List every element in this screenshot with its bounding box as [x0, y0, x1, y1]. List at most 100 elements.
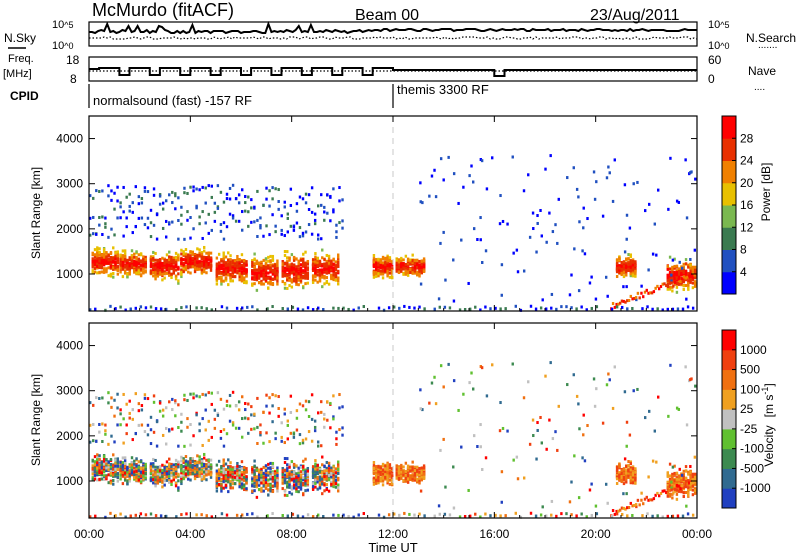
power-cell	[620, 268, 623, 272]
power-cell	[91, 252, 94, 256]
power-cell	[170, 272, 173, 276]
power-cell	[299, 258, 303, 262]
velocity-cell	[205, 464, 208, 468]
velocity-cell	[397, 477, 401, 481]
power-cell	[110, 227, 113, 231]
velocity-cell	[420, 469, 424, 473]
power-cell	[264, 278, 268, 282]
power-cell	[323, 268, 326, 272]
velocity-cell	[203, 456, 206, 460]
power-cell	[290, 278, 294, 282]
power-cell	[116, 265, 120, 269]
power-cell	[352, 308, 355, 312]
power-cell	[283, 234, 286, 238]
velocity-cell	[203, 452, 206, 456]
velocity-cell	[262, 465, 265, 469]
power-cell	[107, 235, 110, 239]
power-cell	[257, 261, 261, 265]
velocity-cell	[165, 478, 169, 482]
power-cell	[377, 263, 380, 267]
velocity-cell	[325, 469, 329, 473]
velocity-cell	[302, 482, 305, 486]
power-cell	[307, 207, 311, 211]
velocity-cell	[215, 471, 219, 475]
power-cell	[288, 284, 291, 288]
power-cell	[330, 267, 333, 271]
power-cell	[689, 257, 692, 261]
velocity-cell	[149, 464, 153, 468]
power-cell	[161, 226, 165, 230]
velocity-cell	[130, 463, 134, 467]
velocity-cell	[238, 476, 241, 480]
power-cell	[381, 269, 385, 273]
velocity-cell	[332, 480, 335, 484]
power-cell	[89, 216, 92, 220]
power-cell	[582, 206, 585, 210]
velocity-cell	[390, 481, 394, 485]
power-cell	[291, 305, 295, 309]
power-cell	[133, 252, 136, 256]
velocity-cell	[154, 475, 157, 479]
velocity-cell	[314, 474, 317, 478]
power-cell	[168, 193, 171, 197]
power-cell	[122, 210, 125, 214]
power-cell	[625, 270, 628, 274]
power-cell	[311, 262, 315, 266]
velocity-cell	[109, 481, 113, 485]
freq-label-2: [MHz]	[3, 68, 32, 80]
power-cell	[139, 253, 143, 257]
power-cell	[622, 264, 626, 268]
power-cell	[375, 271, 378, 275]
power-cell	[224, 263, 228, 267]
velocity-cell	[222, 467, 225, 471]
power-cell	[386, 274, 389, 278]
power-cell	[203, 261, 206, 265]
power-cell	[335, 223, 338, 227]
velocity-cell	[209, 470, 213, 474]
velocity-cell	[222, 475, 225, 479]
power-cell	[666, 276, 669, 280]
power-cell	[292, 228, 296, 232]
power-cell	[623, 183, 627, 187]
power-cell	[413, 269, 417, 273]
power-cell	[187, 259, 190, 263]
velocity-cell	[98, 477, 101, 481]
power-cell	[689, 171, 692, 175]
power-cell	[116, 250, 120, 254]
power-cell	[256, 234, 259, 238]
velocity-cell	[91, 464, 94, 468]
power-cell	[675, 290, 679, 294]
power-cell	[277, 207, 280, 211]
velocity-cell	[379, 476, 382, 480]
power-cell	[304, 192, 308, 196]
power-cell	[335, 235, 338, 239]
velocity-cell	[288, 465, 291, 469]
velocity-cell	[105, 477, 108, 481]
power-cell	[149, 259, 153, 263]
power-cell	[130, 256, 134, 260]
velocity-cell	[100, 473, 104, 477]
nave-label: Nave	[748, 64, 776, 78]
velocity-cell	[290, 485, 294, 489]
power-cell	[420, 271, 424, 275]
power-cell	[388, 259, 392, 263]
power-cell	[626, 307, 629, 311]
power-cell	[489, 307, 492, 311]
velocity-cell	[377, 475, 380, 479]
power-cell	[189, 236, 192, 240]
power-cell	[131, 210, 134, 214]
power-cell	[452, 258, 455, 262]
power-cell	[406, 266, 410, 270]
power-cell	[222, 279, 225, 283]
power-cell	[119, 258, 122, 262]
power-cell	[262, 268, 265, 272]
power-cell	[143, 189, 147, 193]
power-cell	[89, 308, 92, 312]
power-cell	[121, 264, 125, 268]
power-cell	[137, 253, 141, 257]
velocity-cell	[170, 474, 173, 478]
power-cell	[93, 255, 97, 259]
power-cell	[325, 267, 329, 271]
power-cell	[219, 190, 223, 194]
